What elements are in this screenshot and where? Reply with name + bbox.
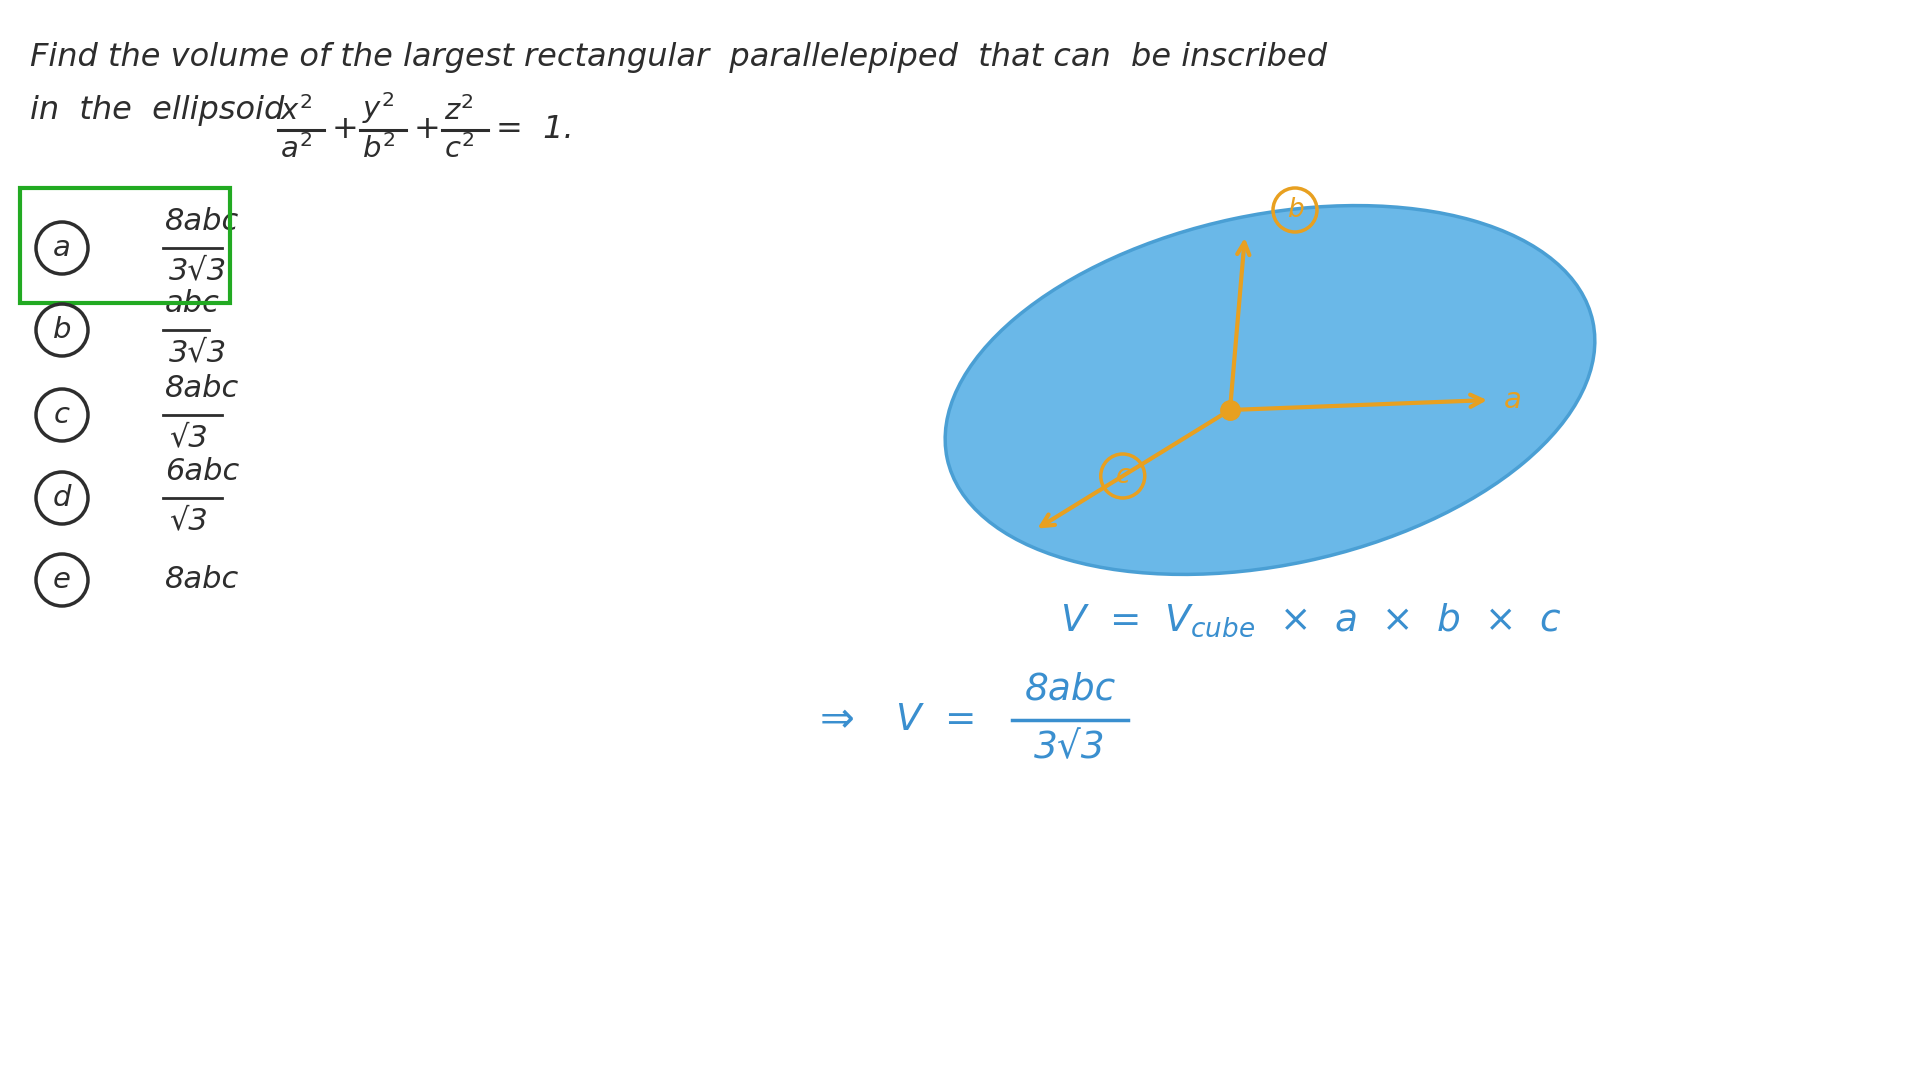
- Text: √3: √3: [169, 507, 207, 535]
- Text: in  the  ellipsoid: in the ellipsoid: [31, 95, 284, 126]
- Ellipse shape: [945, 205, 1596, 575]
- Text: 3√3: 3√3: [1035, 730, 1106, 766]
- Text: 8abc: 8abc: [165, 374, 240, 403]
- Text: $V$  =  $V_{cube}$  ×  $a$  ×  $b$  ×  $c$: $V$ = $V_{cube}$ × $a$ × $b$ × $c$: [1060, 602, 1561, 638]
- Text: e: e: [54, 566, 71, 594]
- Text: +: +: [332, 114, 359, 146]
- Text: $a^2$: $a^2$: [280, 134, 313, 164]
- Text: 6abc: 6abc: [165, 457, 240, 486]
- Text: d: d: [52, 484, 71, 512]
- Text: $b^2$: $b^2$: [363, 134, 396, 164]
- Text: +: +: [415, 114, 442, 146]
- Text: 8abc: 8abc: [165, 207, 240, 237]
- Text: c: c: [54, 401, 69, 429]
- Text: Find the volume of the largest rectangular  parallelepiped  that can  be inscrib: Find the volume of the largest rectangul…: [31, 42, 1327, 73]
- Text: 8abc: 8abc: [1025, 672, 1116, 708]
- Text: c: c: [1116, 463, 1131, 489]
- Text: $x^2$: $x^2$: [280, 96, 313, 126]
- Text: abc: abc: [165, 289, 221, 318]
- Text: b: b: [52, 316, 71, 345]
- Text: $z^2$: $z^2$: [444, 96, 474, 126]
- Text: b: b: [1286, 197, 1304, 222]
- Text: =  1.: = 1.: [495, 114, 574, 146]
- Text: a: a: [54, 234, 71, 262]
- Text: 3√3: 3√3: [169, 338, 227, 367]
- Text: 3√3: 3√3: [169, 256, 227, 285]
- Text: ⇒: ⇒: [820, 699, 854, 741]
- Text: $V$  =: $V$ =: [895, 702, 973, 738]
- Text: $y^2$: $y^2$: [363, 90, 394, 126]
- Text: 8abc: 8abc: [165, 566, 240, 594]
- Text: $c^2$: $c^2$: [444, 134, 474, 164]
- Text: √3: √3: [169, 423, 207, 453]
- Text: a: a: [1503, 386, 1523, 414]
